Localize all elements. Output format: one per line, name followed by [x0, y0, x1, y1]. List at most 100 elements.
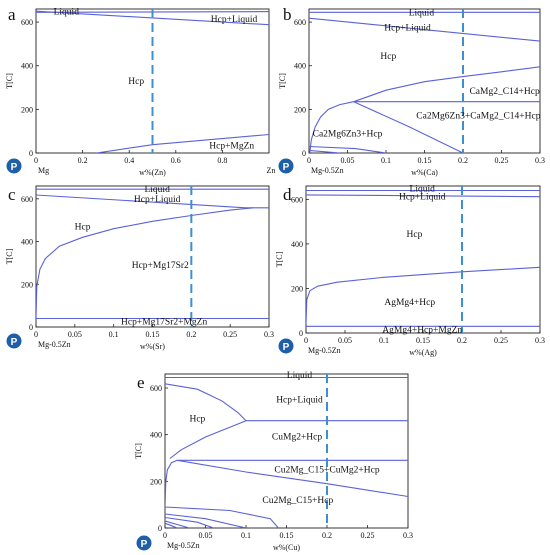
- phase-boundary-line: [306, 266, 540, 325]
- x-tick-label: 0.05: [341, 156, 355, 165]
- x-tick-label: 0.6: [171, 156, 181, 165]
- x-start-label: Mg: [38, 166, 49, 175]
- phase-boundary-line: [165, 383, 247, 422]
- phase-label: Hcp+Liquid: [134, 195, 181, 205]
- x-tick-label: 0.3: [535, 156, 545, 165]
- phase-label: Hcp+Liquid: [211, 15, 258, 25]
- panel-letter: b: [283, 5, 292, 24]
- phase-label: Hcp: [189, 414, 205, 424]
- y-tick-label: 200: [21, 280, 33, 289]
- x-tick-label: 0.2: [186, 330, 196, 339]
- x-tick-label: 0.3: [403, 531, 413, 540]
- panel-b: b 0 0.05 0.1 0.15 0.2 0.25 0.3 0 200 400 600 w%(Ca) T…: [278, 5, 545, 177]
- svg-text:P: P: [283, 342, 290, 353]
- phase-label: Hcp: [75, 223, 91, 233]
- y-tick-label: 600: [294, 18, 306, 27]
- phase-boundary-line: [96, 133, 269, 153]
- x-tick-label: 0.1: [109, 330, 119, 339]
- x-tick-label: 0.15: [418, 156, 432, 165]
- panel-d: d 0 0.05 0.1 0.15 0.2 0.25 0.3 0 200 400 600 w%(Ag) T…: [275, 185, 545, 357]
- x-tick-label: 0.1: [241, 531, 251, 540]
- phase-boundary-line: [165, 522, 178, 528]
- x-tick-label: 0.05: [199, 531, 213, 540]
- phase-label: Hcp+Liquid: [276, 396, 323, 406]
- y-axis-label: T[C]: [5, 73, 14, 89]
- panel-letter: a: [8, 5, 16, 24]
- curve-group: [309, 11, 540, 153]
- phase-boundary-line: [353, 66, 540, 103]
- x-tick-label: 0: [163, 531, 167, 540]
- y-tick-label: 400: [291, 240, 303, 249]
- panel-letter: e: [137, 373, 145, 392]
- x-start-label: Mg-0.5Zn: [308, 346, 341, 355]
- y-tick-label: 0: [299, 329, 303, 338]
- y-tick-label: 0: [158, 524, 162, 533]
- x-tick-label: 0: [307, 156, 311, 165]
- phase-boundary-line: [309, 101, 354, 153]
- x-tick-label: 0.1: [379, 336, 389, 345]
- x-tick-label: 0.1: [381, 156, 391, 165]
- phase-label: Hcp: [380, 52, 396, 62]
- x-tick-label: 0.25: [494, 336, 508, 345]
- phase-label: Liquid: [144, 185, 170, 195]
- phase-label: Hcp+Mg17Sr2: [132, 261, 189, 271]
- y-tick-label: 600: [21, 18, 33, 27]
- curve-group: [165, 376, 408, 528]
- panel-letter: c: [8, 185, 16, 204]
- y-axis-label: T[C]: [134, 443, 143, 459]
- phase-boundary-line: [165, 506, 279, 528]
- phase-label: Liquid: [410, 185, 436, 195]
- x-tick-label: 0: [34, 330, 38, 339]
- y-tick-label: 400: [21, 238, 33, 247]
- x-tick-label: 0: [34, 156, 38, 165]
- y-tick-label: 0: [29, 323, 33, 332]
- svg-text:P: P: [283, 162, 290, 173]
- x-tick-label: 0.3: [535, 336, 545, 345]
- x-tick-label: 0.2: [322, 531, 332, 540]
- panel-a: a 0 0.2 0.4 0.6 0.8 0 200 400 600 w%(Zn) T[C] Mg Zn Li…: [5, 5, 275, 177]
- plot-frame: [305, 185, 541, 334]
- phase-label: Hcp+Liquid: [399, 193, 446, 203]
- phase-boundary-line: [36, 207, 254, 319]
- x-start-label: Mg-0.5Zn: [167, 541, 200, 550]
- panel-e: e 0 0.05 0.1 0.15 0.2 0.25 0.3 0 200 400 600 w%(Cu) T…: [134, 371, 413, 552]
- y-axis-label: T[C]: [275, 251, 284, 267]
- phase-boundary-line: [309, 17, 540, 42]
- x-tick-label: 0.3: [264, 330, 274, 339]
- x-start-label: Mg-0.5Zn: [311, 166, 344, 175]
- phase-label: Liquid: [54, 8, 80, 18]
- svg-text:P: P: [11, 162, 18, 173]
- phase-label: Hcp+MgZn: [209, 141, 254, 151]
- x-axis-label: w%(Cu): [273, 543, 300, 552]
- y-tick-label: 200: [294, 105, 306, 114]
- curve-group: [36, 188, 269, 320]
- y-tick-label: 600: [150, 384, 162, 393]
- publisher-logo-icon: P: [6, 158, 22, 174]
- phase-boundary-line: [177, 459, 408, 498]
- y-tick-label: 0: [302, 149, 306, 158]
- x-tick-label: 0.05: [68, 330, 82, 339]
- x-axis-label: w%(Ag): [409, 348, 437, 357]
- y-tick-label: 200: [21, 105, 33, 114]
- x-tick-label: 0.2: [457, 336, 467, 345]
- phase-boundary-line: [309, 145, 387, 153]
- phase-label: Cu2Mg_C15+Hcp: [262, 496, 333, 506]
- phase-label: AgMg4+Hcp: [384, 298, 435, 308]
- phase-label: Cu2Mg_C15+CuMg2+Hcp: [274, 466, 379, 476]
- phase-boundary-line: [309, 149, 340, 153]
- x-tick-label: 0.25: [495, 156, 509, 165]
- phase-label: Hcp: [128, 77, 144, 87]
- x-start-label: Mg-0.5Zn: [38, 340, 71, 349]
- phase-label: CaMg2_C14+Hcp: [469, 87, 540, 97]
- svg-text:P: P: [141, 539, 148, 550]
- x-tick-label: 0.25: [361, 531, 375, 540]
- panel-c: c 0 0.05 0.1 0.15 0.2 0.25 0.3 0 200 400 600 w%(Sr) T…: [5, 185, 274, 351]
- x-tick-label: 0.25: [223, 330, 237, 339]
- x-axis-label: w%(Sr): [140, 342, 165, 351]
- y-tick-label: 400: [21, 62, 33, 71]
- phase-boundary-line: [169, 420, 247, 459]
- x-tick-label: 0.2: [458, 156, 468, 165]
- publisher-logo-icon: P: [6, 333, 22, 349]
- phase-label: Liquid: [287, 371, 313, 381]
